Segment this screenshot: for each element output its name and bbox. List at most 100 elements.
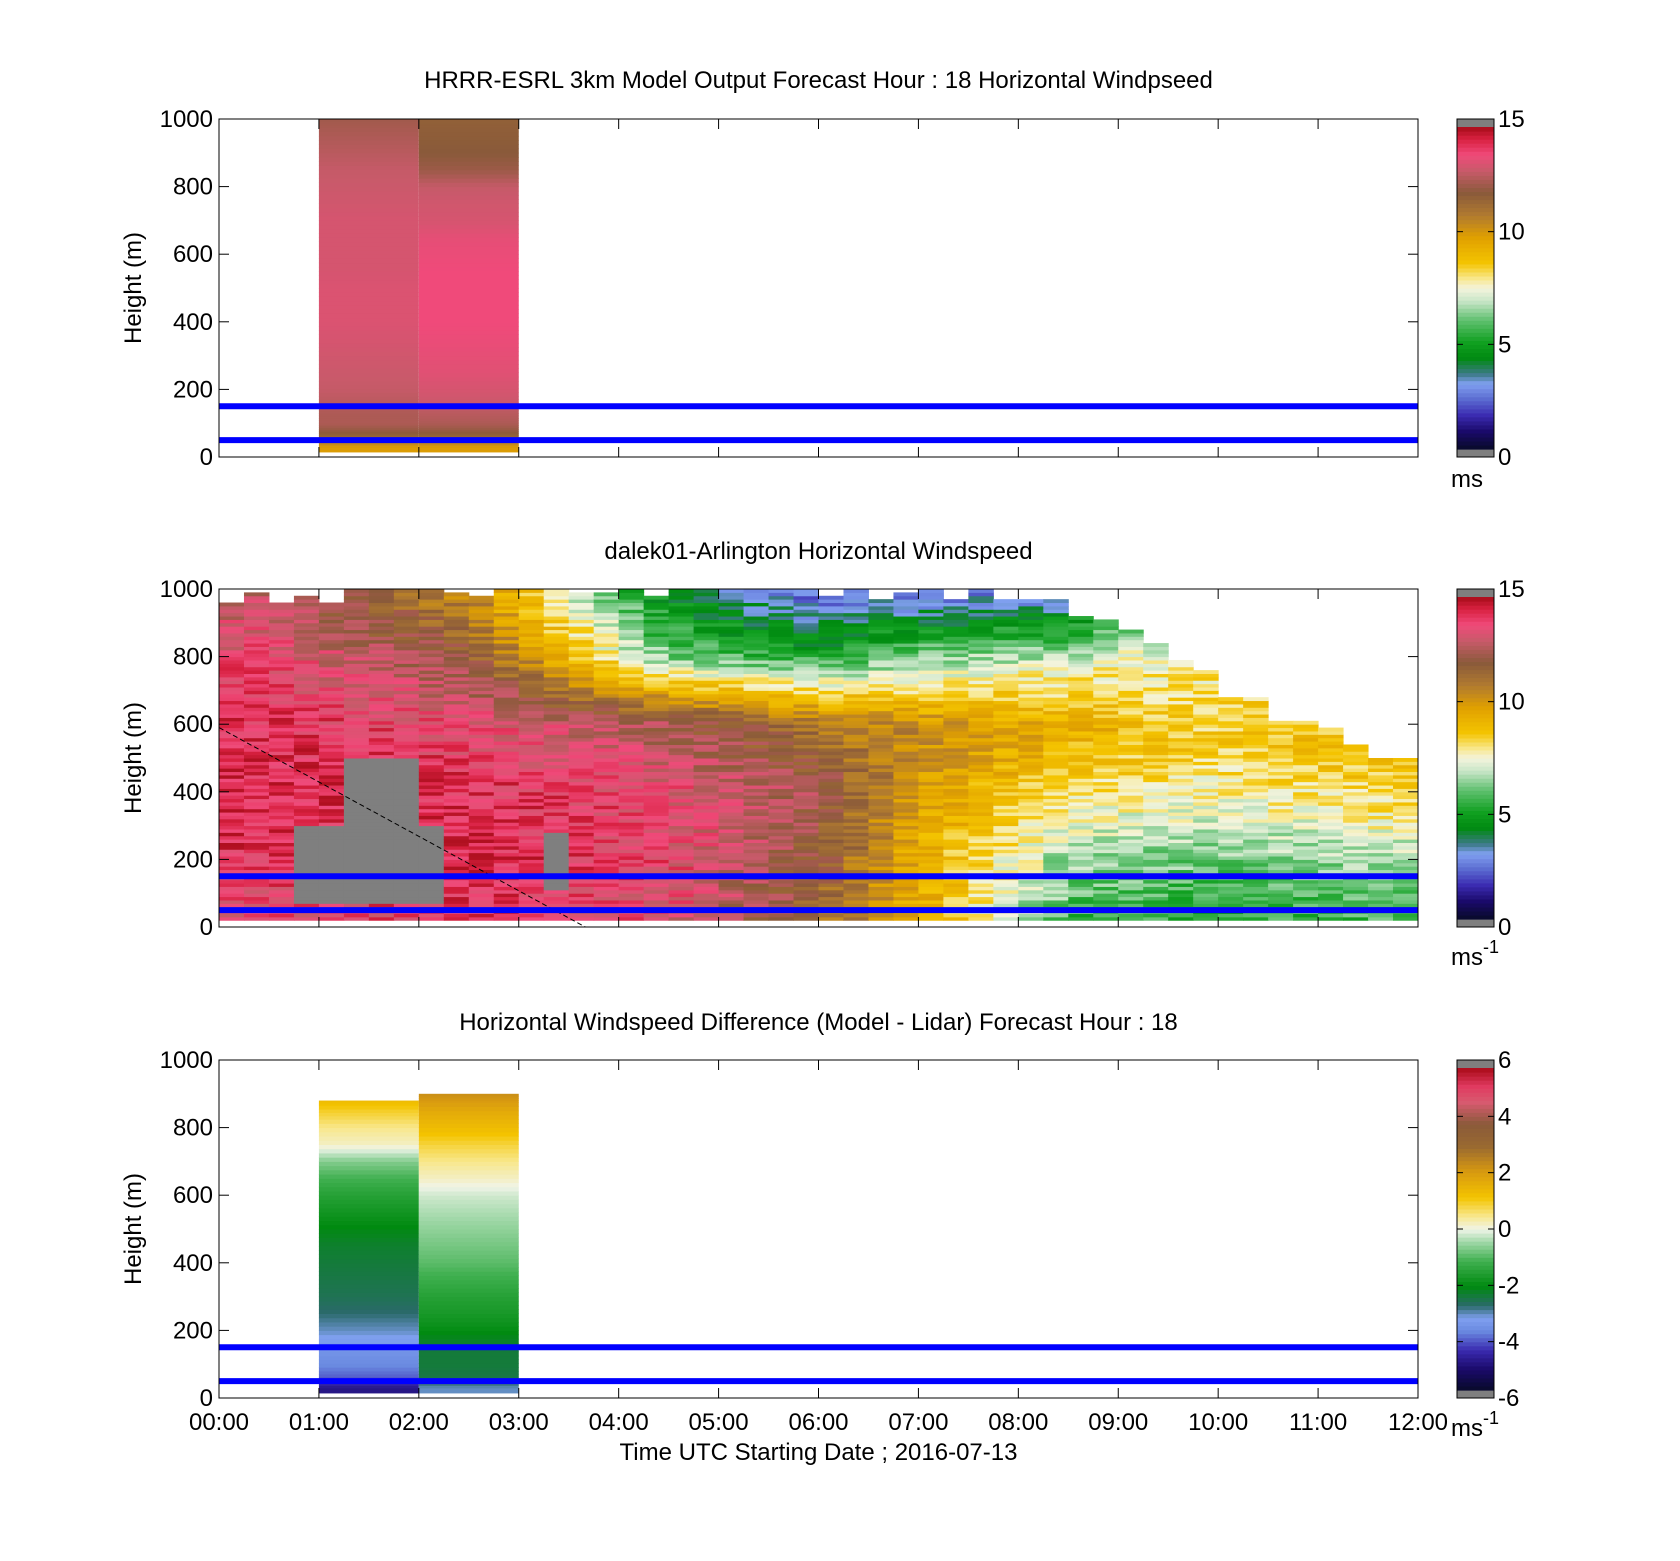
heatmap-cell: [993, 676, 1019, 681]
heatmap-cell: [268, 828, 295, 833]
heatmap-cell: [893, 893, 919, 898]
heatmap-cell: [318, 889, 345, 894]
heatmap-cell: [1118, 903, 1144, 908]
heatmap-cell: [1093, 785, 1119, 789]
heatmap-cell: [1393, 889, 1419, 894]
heatmap-cell: [418, 178, 519, 183]
heatmap-cell: [593, 616, 620, 620]
heatmap-cell: [868, 859, 894, 864]
colorbar-swatch: [1457, 778, 1494, 783]
heatmap-cell: [718, 785, 745, 789]
colorbar-swatch: [1457, 360, 1494, 366]
heatmap-cell: [918, 626, 944, 631]
colorbar-swatch: [1457, 1208, 1494, 1214]
heatmap-cell: [1043, 845, 1069, 850]
heatmap-cell: [393, 629, 420, 634]
heatmap-cell: [1193, 879, 1219, 884]
heatmap-cell: [718, 659, 745, 664]
colorbar-swatch: [1457, 364, 1494, 370]
heatmap-cell: [418, 659, 445, 664]
heatmap-cell: [1218, 720, 1244, 725]
heatmap-cell: [1293, 771, 1319, 776]
heatmap-cell: [568, 707, 595, 712]
heatmap-cell: [918, 707, 944, 712]
heatmap-cell: [418, 1136, 519, 1141]
heatmap-cell: [418, 656, 445, 661]
heatmap-cell: [668, 717, 695, 722]
heatmap-cell: [468, 599, 495, 604]
heatmap-cell: [219, 842, 245, 847]
heatmap-cell: [943, 899, 969, 904]
heatmap-cell: [943, 707, 969, 712]
heatmap-cell: [768, 632, 795, 637]
heatmap-cell: [868, 835, 894, 840]
heatmap-cell: [1368, 849, 1394, 854]
heatmap-cell: [743, 683, 770, 688]
heatmap-cell: [793, 818, 819, 823]
heatmap-cell: [418, 764, 445, 769]
heatmap-cell: [818, 822, 844, 827]
heatmap-cell: [1368, 903, 1394, 908]
heatmap-cell: [1318, 795, 1344, 800]
heatmap-cell: [1193, 693, 1219, 698]
heatmap-cell: [1093, 835, 1119, 840]
heatmap-cell: [893, 727, 919, 732]
heatmap-cell: [243, 602, 270, 607]
heatmap-cell: [318, 703, 345, 708]
heatmap-cell: [418, 144, 519, 150]
heatmap-cell: [1018, 795, 1044, 800]
heatmap-cell: [568, 812, 595, 816]
heatmap-cell: [243, 643, 270, 647]
heatmap-cell: [243, 737, 270, 742]
heatmap-cell: [318, 717, 345, 722]
heatmap-cell: [943, 842, 969, 847]
heatmap-cell: [843, 649, 869, 654]
heatmap-cell: [743, 818, 770, 823]
heatmap-cell: [793, 883, 819, 887]
heatmap-cell: [1168, 781, 1194, 786]
heatmap-cell: [693, 856, 720, 860]
heatmap-cell: [293, 828, 320, 833]
heatmap-cell: [318, 639, 345, 644]
heatmap-cell: [318, 687, 345, 691]
heatmap-cell: [768, 659, 795, 664]
heatmap-cell: [443, 727, 470, 732]
heatmap-cell: [493, 707, 520, 712]
heatmap-cell: [718, 893, 745, 898]
heatmap-cell: [568, 656, 595, 661]
heatmap-cell: [293, 815, 320, 820]
colorbar-swatch: [1457, 625, 1494, 630]
heatmap-cell: [219, 724, 245, 729]
heatmap-cell: [918, 599, 944, 604]
heatmap-cell: [843, 619, 869, 624]
heatmap-cell: [693, 602, 720, 607]
heatmap-cell: [393, 883, 420, 887]
heatmap-cell: [293, 720, 320, 725]
heatmap-cell: [343, 741, 370, 745]
heatmap-cell: [1043, 866, 1069, 871]
colorbar-swatch: [1457, 1180, 1494, 1186]
heatmap-cell: [543, 798, 570, 803]
heatmap-cell: [518, 916, 545, 921]
heatmap-cell: [293, 862, 320, 867]
heatmap-cell: [268, 832, 295, 837]
heatmap-cell: [468, 703, 495, 708]
heatmap-cell: [1143, 866, 1169, 871]
heatmap-cell: [418, 241, 519, 247]
heatmap-cell: [618, 646, 645, 651]
heatmap-cell: [768, 730, 795, 735]
heatmap-cell: [318, 431, 419, 434]
heatmap-cell: [1143, 825, 1169, 830]
colorbar-swatch: [1457, 830, 1494, 836]
heatmap-cell: [543, 649, 570, 654]
heatmap-cell: [518, 622, 545, 627]
heatmap-cell: [1068, 822, 1094, 827]
heatmap-cell: [918, 653, 944, 658]
heatmap-cell: [418, 852, 445, 857]
heatmap-cell: [743, 751, 770, 756]
heatmap-cell: [568, 717, 595, 722]
heatmap-cell: [1318, 825, 1344, 830]
heatmap-cell: [993, 670, 1019, 674]
heatmap-cell: [1118, 852, 1144, 857]
heatmap-cell: [318, 119, 419, 122]
